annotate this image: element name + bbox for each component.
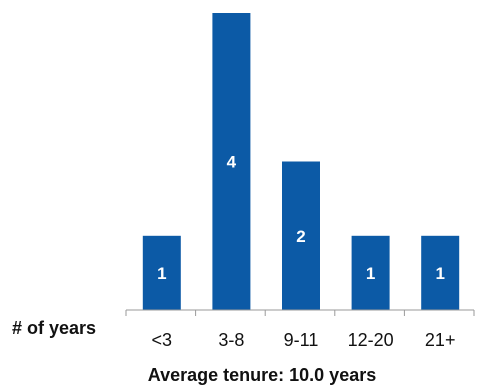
x-tick-label-3: 12-20 bbox=[348, 330, 394, 350]
x-tick-label-0: <3 bbox=[152, 330, 173, 350]
x-tick-label-4: 21+ bbox=[425, 330, 456, 350]
x-axis-title: # of years bbox=[12, 318, 96, 338]
bar-data-label-1: 4 bbox=[227, 153, 237, 172]
x-tick-label-2: 9-11 bbox=[284, 330, 319, 350]
bar-0 bbox=[142, 235, 181, 311]
chart-caption: Average tenure: 10.0 years bbox=[148, 365, 376, 385]
bar-data-label-0: 1 bbox=[157, 264, 166, 283]
x-axis-tick-labels: <3 3-8 9-11 12-20 21+ bbox=[152, 330, 456, 350]
bar-3 bbox=[351, 235, 390, 311]
bar-data-label-2: 2 bbox=[296, 227, 305, 246]
bar-1 bbox=[212, 13, 251, 310]
x-axis-ticks bbox=[125, 310, 475, 316]
x-tick-label-1: 3-8 bbox=[218, 330, 244, 350]
bar-2 bbox=[282, 161, 320, 310]
bar-data-label-4: 1 bbox=[435, 264, 444, 283]
bar-data-label-3: 1 bbox=[366, 264, 375, 283]
bar-4 bbox=[421, 235, 460, 311]
bars-group: 1 4 2 1 1 bbox=[142, 13, 460, 311]
